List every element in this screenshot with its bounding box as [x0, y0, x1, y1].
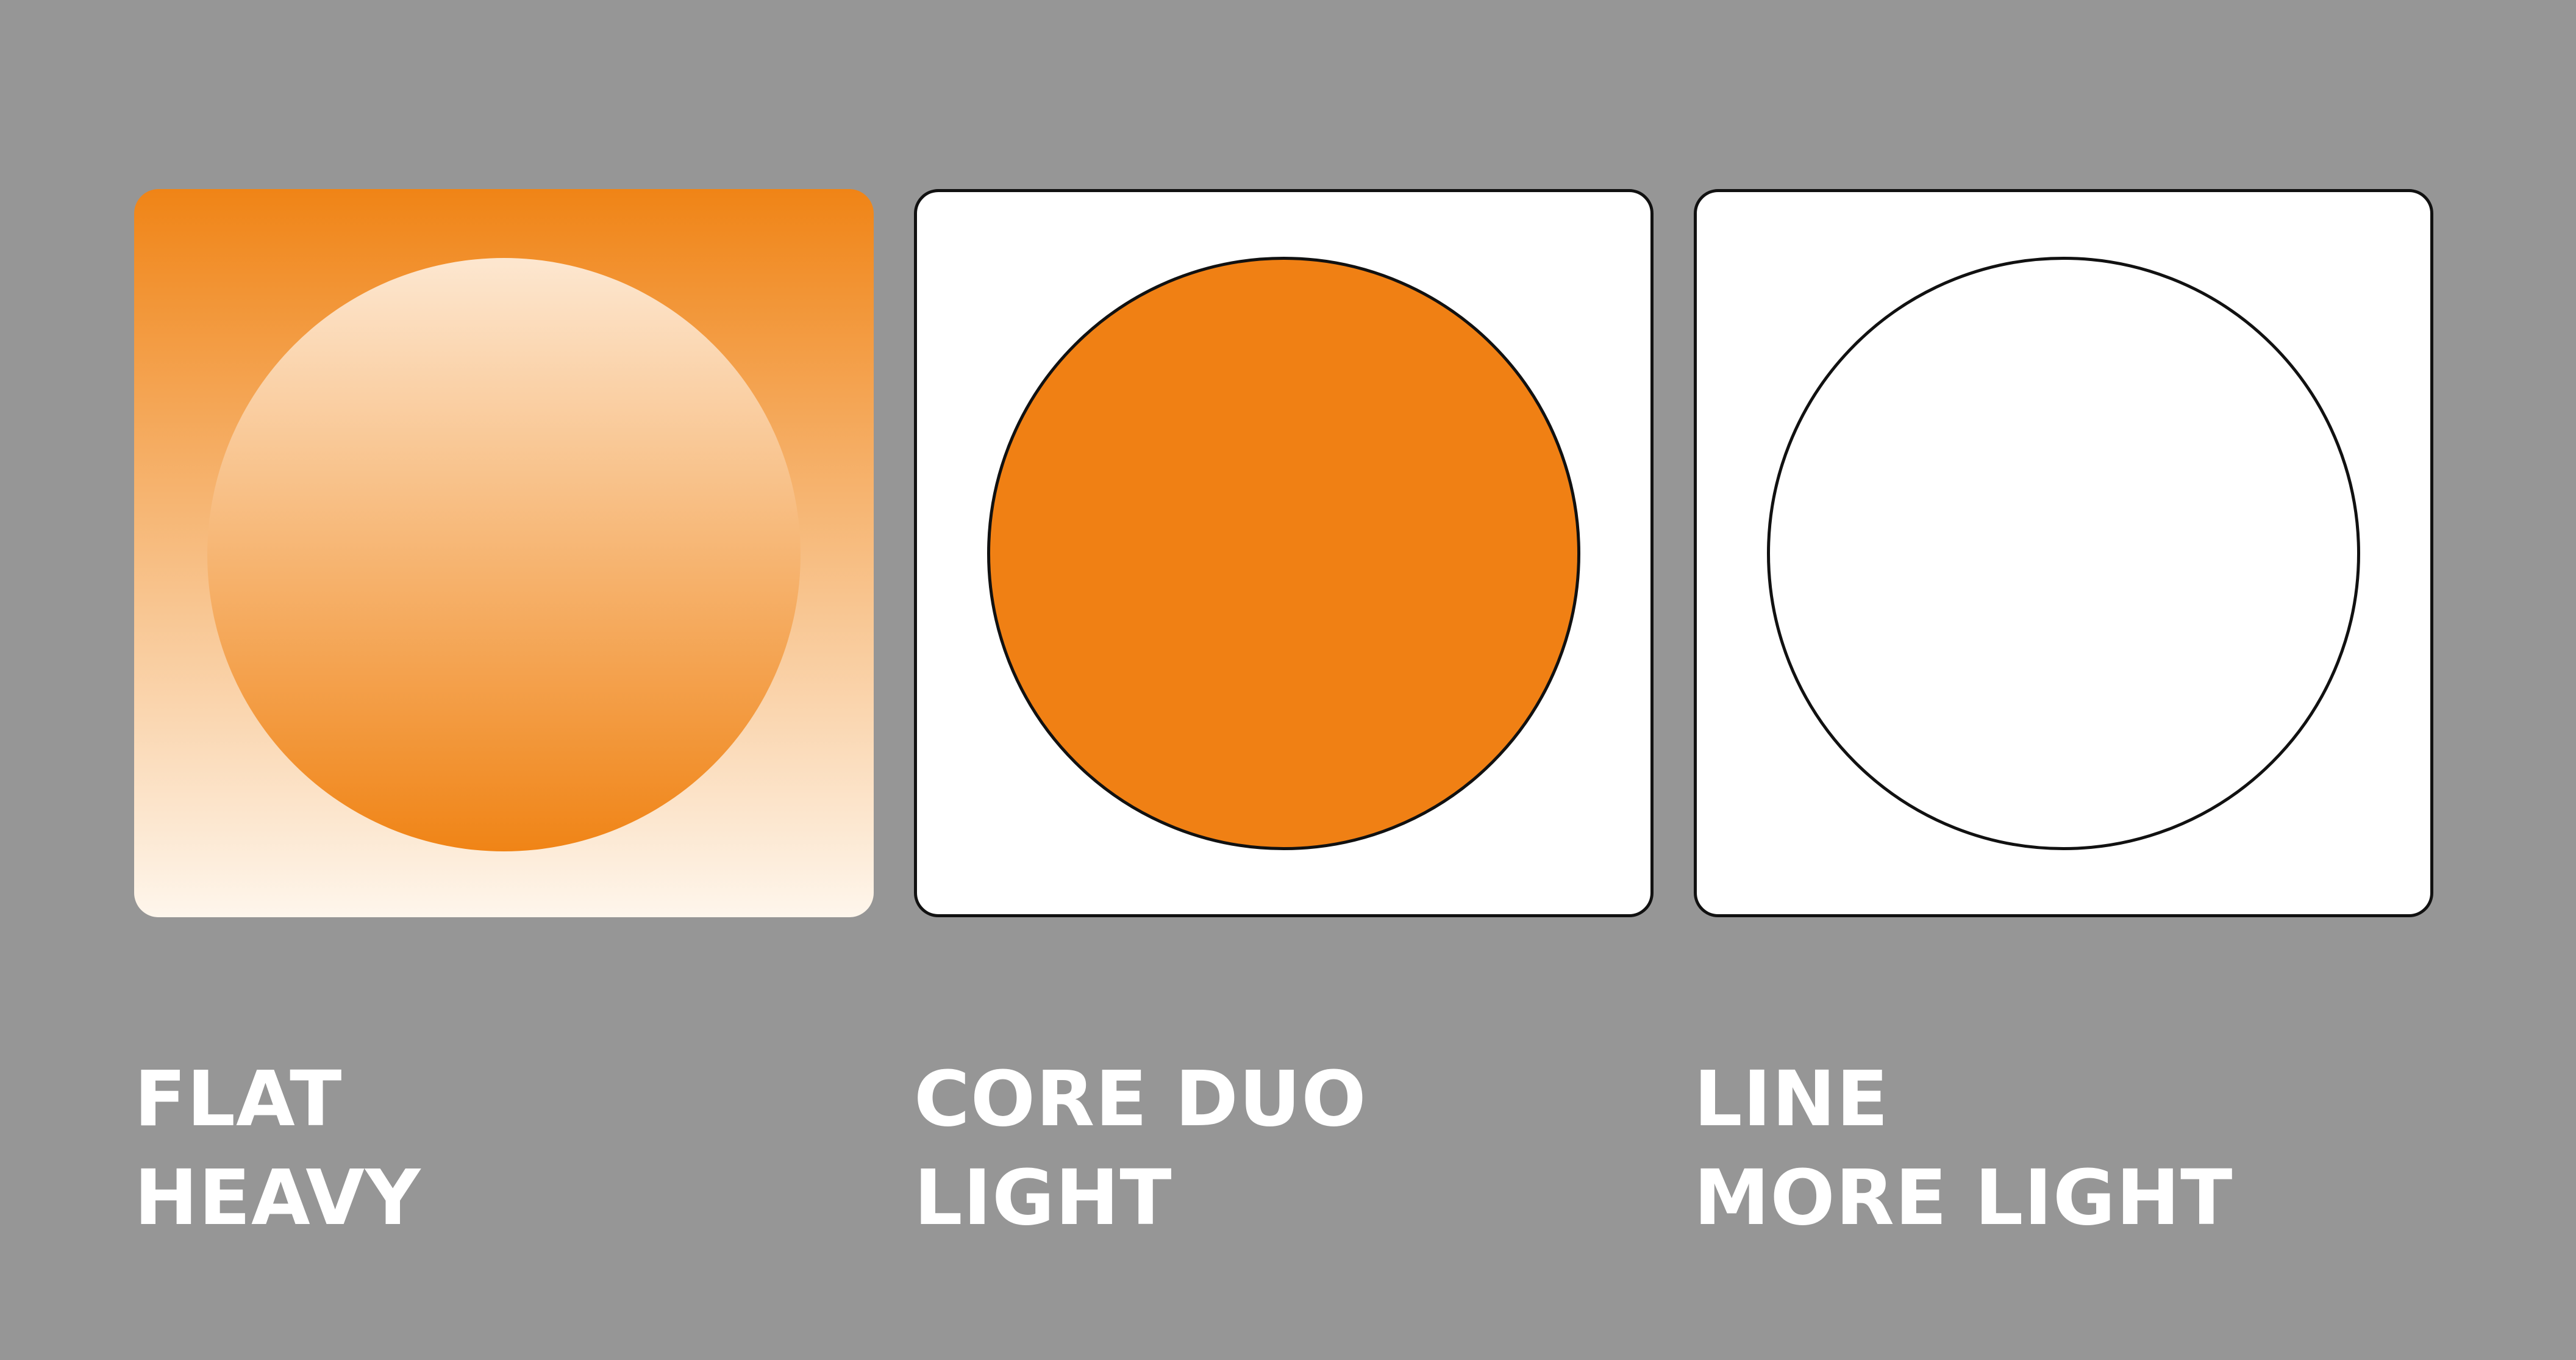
style-name-label: LINE — [1694, 1055, 1889, 1143]
flat-caption: FLAT HEAVY — [134, 1050, 421, 1248]
core-duo-caption: CORE DUO LIGHT — [914, 1050, 1367, 1248]
style-weight-label: MORE LIGHT — [1694, 1154, 2233, 1242]
filled-circle-icon — [987, 257, 1580, 850]
style-weight-label: LIGHT — [914, 1154, 1172, 1242]
core-duo-style-swatch — [914, 189, 1654, 917]
style-weight-label: HEAVY — [134, 1154, 421, 1242]
line-caption: LINE MORE LIGHT — [1694, 1050, 2233, 1248]
line-style-swatch — [1694, 189, 2433, 917]
style-name-label: CORE DUO — [914, 1055, 1367, 1143]
flat-style-swatch — [134, 189, 874, 917]
outline-circle-icon — [1767, 257, 2360, 850]
gradient-circle-icon — [207, 258, 801, 851]
style-name-label: FLAT — [134, 1055, 343, 1143]
